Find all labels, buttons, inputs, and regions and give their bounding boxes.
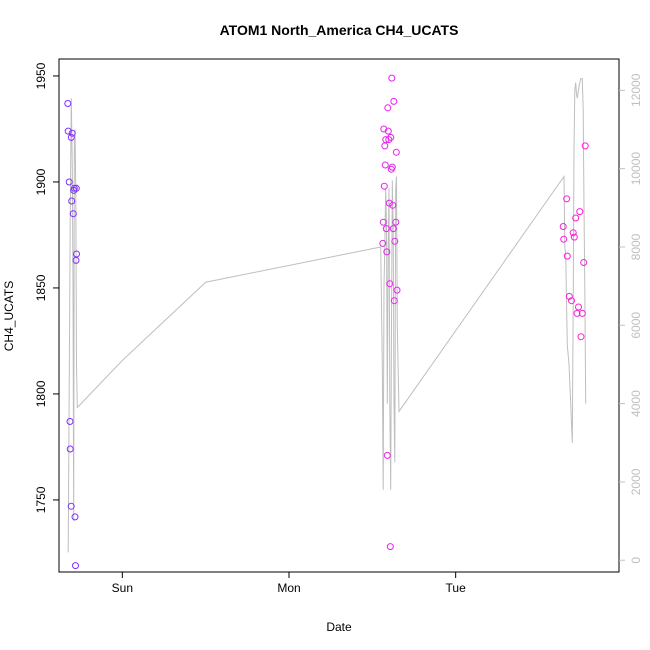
data-point-s1-10 xyxy=(69,210,77,218)
data-point-s2-25 xyxy=(391,237,399,245)
data-point-s2-5 xyxy=(381,142,389,150)
x-axis: Sun Mon Tue xyxy=(112,572,466,595)
y2-tick-label-7: 12000 xyxy=(629,73,643,107)
data-point-s3-8 xyxy=(570,233,578,241)
data-point-s2-22 xyxy=(389,225,397,233)
y2-tick-label-4: 6000 xyxy=(629,312,643,339)
data-point-s2-20 xyxy=(388,163,396,171)
y-tick-label-5: 1950 xyxy=(34,62,48,89)
data-point-s1-9 xyxy=(68,129,76,137)
y2-tick-label-3: 4000 xyxy=(629,390,643,417)
data-point-s2-2 xyxy=(379,218,387,226)
data-point-s1-4 xyxy=(66,418,74,425)
data-point-s2-10 xyxy=(383,451,391,459)
y2-tick-label-5: 8000 xyxy=(629,233,643,260)
data-point-s3-16 xyxy=(581,142,589,150)
points-layer xyxy=(64,74,589,570)
data-point-s1-3 xyxy=(65,178,73,186)
data-point-s1-2 xyxy=(64,127,72,135)
y-tick-label-1: 1750 xyxy=(34,486,48,513)
chart-title: ATOM1 North_America CH4_UCATS xyxy=(220,22,459,38)
data-point-s2-1 xyxy=(379,239,387,247)
data-point-s3-6 xyxy=(568,297,575,305)
data-point-s2-4 xyxy=(380,182,388,190)
data-point-s2-16 xyxy=(386,543,394,551)
data-point-s3-2 xyxy=(560,235,568,243)
data-point-s3-4 xyxy=(563,252,571,260)
data-point-s2-8 xyxy=(382,225,390,233)
data-point-s1-1 xyxy=(64,100,72,107)
altitude-layer xyxy=(67,78,587,553)
data-point-s1-13 xyxy=(71,513,79,521)
data-point-s2-24 xyxy=(390,297,398,305)
data-point-s3-7 xyxy=(569,229,577,237)
y-axis-label: CH4_UCATS xyxy=(2,281,16,351)
data-point-s3-11 xyxy=(575,303,582,311)
data-point-s3-5 xyxy=(565,292,573,300)
data-point-s2-11 xyxy=(384,104,392,112)
y2-tick-label-1: 0 xyxy=(629,557,643,564)
data-point-s2-9 xyxy=(383,248,391,256)
x-axis-label: Date xyxy=(326,620,352,634)
data-point-s3-10 xyxy=(573,309,581,317)
x-tick-label-2: Mon xyxy=(277,581,300,595)
data-point-s1-7 xyxy=(67,133,75,141)
y2-tick-label-6: 10000 xyxy=(629,152,643,186)
data-point-s2-14 xyxy=(385,199,393,207)
data-point-s3-12 xyxy=(576,208,584,216)
data-point-s1-14 xyxy=(72,562,79,570)
data-point-s2-12 xyxy=(384,127,392,135)
data-point-s2-26 xyxy=(392,218,400,226)
data-point-s3-13 xyxy=(577,333,585,341)
y-tick-label-4: 1900 xyxy=(34,168,48,195)
data-point-s2-17 xyxy=(387,133,395,141)
y-axis: 1750 1800 1850 1900 1950 xyxy=(34,62,59,513)
data-point-s3-15 xyxy=(580,259,588,266)
data-point-s1-17 xyxy=(73,250,80,258)
data-point-s2-3 xyxy=(380,125,388,133)
y-tick-label-2: 1800 xyxy=(34,380,48,407)
data-point-s3-1 xyxy=(559,223,567,230)
data-point-s3-9 xyxy=(572,214,580,222)
plot-frame xyxy=(58,58,620,573)
x-tick-label-3: Tue xyxy=(446,581,467,595)
data-point-s2-19 xyxy=(388,74,396,82)
y2-tick-label-2: 2000 xyxy=(629,468,643,495)
data-point-s1-16 xyxy=(72,184,80,192)
data-point-s2-23 xyxy=(390,97,398,105)
y-tick-label-3: 1850 xyxy=(34,274,48,301)
data-point-s3-3 xyxy=(563,195,571,203)
x-tick-label-1: Sun xyxy=(112,581,133,595)
data-point-s2-28 xyxy=(393,286,401,294)
data-point-s1-5 xyxy=(66,445,74,453)
y2-axis: 0 2000 4000 6000 8000 10000 12000 xyxy=(619,73,643,564)
data-point-s3-14 xyxy=(578,309,586,317)
data-point-s1-12 xyxy=(70,184,78,192)
data-point-s1-6 xyxy=(67,502,75,510)
data-point-s2-27 xyxy=(392,148,400,156)
altitude-line xyxy=(67,78,587,553)
data-point-s2-6 xyxy=(381,161,389,169)
data-point-s1-8 xyxy=(68,197,76,205)
data-point-s2-21 xyxy=(389,201,397,209)
data-point-s2-13 xyxy=(385,136,393,144)
data-point-s2-15 xyxy=(386,280,394,288)
